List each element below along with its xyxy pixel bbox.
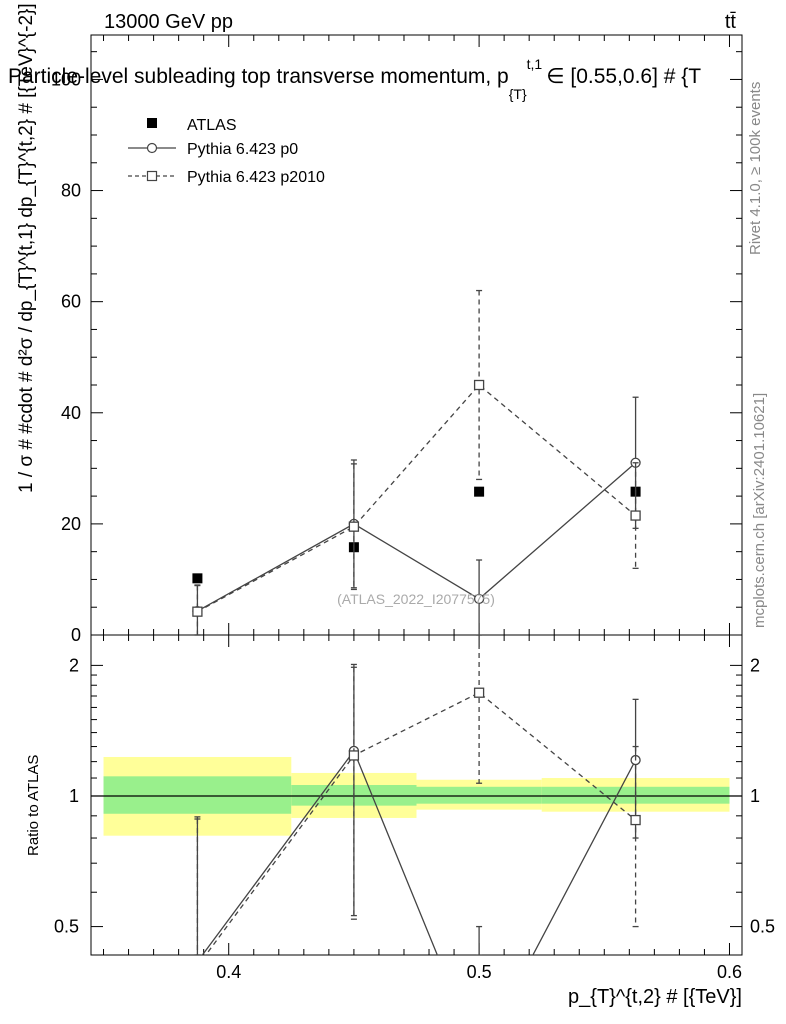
ratio-p2010-point <box>630 814 641 826</box>
p2010-line <box>197 384 637 613</box>
mcplots-label: mcplots.cern.ch [arXiv:2401.10621] <box>751 393 768 628</box>
legend: ATLAS Pythia 6.423 p0 Pythia 6.423 p2010 <box>128 117 325 186</box>
p0-point <box>473 593 485 605</box>
main-y-tick-label: 20 <box>61 514 81 534</box>
legend-atlas-marker <box>147 118 157 128</box>
p2010-point <box>348 521 360 532</box>
ratio-p0-line <box>201 749 637 955</box>
ratio-p2010-point <box>348 750 360 761</box>
rivet-label: Rivet 4.1.0, ≥ 100k events <box>747 82 764 255</box>
ratio-band-inner-2 <box>416 786 542 804</box>
legend-p2010-marker <box>146 170 158 182</box>
main-y-tick-label: 40 <box>61 403 81 423</box>
ratio-y-tick-label-right: 2 <box>750 655 760 675</box>
ratio-band-inner-0 <box>103 776 292 814</box>
ratio-y-tick-label-right: 0.5 <box>750 917 775 937</box>
ratio-panel-frame <box>90 634 743 956</box>
p2010-point <box>473 379 485 391</box>
atlas-data-point <box>474 486 485 497</box>
p0-line <box>197 462 637 612</box>
main-y-tick-label: 100 <box>51 69 81 89</box>
main-y-tick-label: 60 <box>61 292 81 312</box>
legend-atlas-label: ATLAS <box>187 117 237 134</box>
main-y-tick-label: 0 <box>71 625 81 645</box>
main-y-ticks: 0 20 40 60 80 100 0.4 0.5 0.6 <box>51 35 742 982</box>
legend-p0-label: Pythia 6.423 p0 <box>187 141 298 158</box>
x-tick-label: 0.5 <box>467 962 492 982</box>
ratio-y-axis-label: Ratio to ATLAS <box>25 755 42 856</box>
ratio-series <box>194 635 641 955</box>
p2010-point <box>192 606 203 617</box>
legend-p2010-label: Pythia 6.423 p2010 <box>187 169 325 186</box>
x-tick-label: 0.6 <box>717 962 742 982</box>
ratio-y-tick-label: 2 <box>69 655 79 675</box>
atlas-data-point <box>192 573 203 584</box>
analysis-watermark: (ATLAS_2022_I2077575) <box>337 591 495 607</box>
x-axis-label: p_{T}^{t,2} # [{TeV}] <box>568 986 742 1008</box>
ratio-y-tick-label-right: 1 <box>750 786 760 806</box>
ratio-y-tick-label: 1 <box>69 786 79 806</box>
energy-label: 13000 GeV pp <box>104 11 233 33</box>
main-y-axis-label: 1 / σ # #cdot # d²σ / dp_{T}^{t,1} dp_{T… <box>16 3 37 493</box>
main-series <box>192 289 641 636</box>
x-tick-label: 0.4 <box>216 962 241 982</box>
plot-title: Particle-level subleading top transverse… <box>8 56 701 102</box>
legend-p0-marker <box>146 142 158 154</box>
ratio-ticks: 0.5 0.5 1 1 2 2 <box>54 655 775 936</box>
ratio-y-tick-label: 0.5 <box>54 917 79 937</box>
process-label: tt̄ <box>725 11 737 33</box>
ratio-p2010-point <box>473 687 485 698</box>
p2010-point <box>630 510 641 521</box>
main-y-tick-label: 80 <box>61 181 81 201</box>
